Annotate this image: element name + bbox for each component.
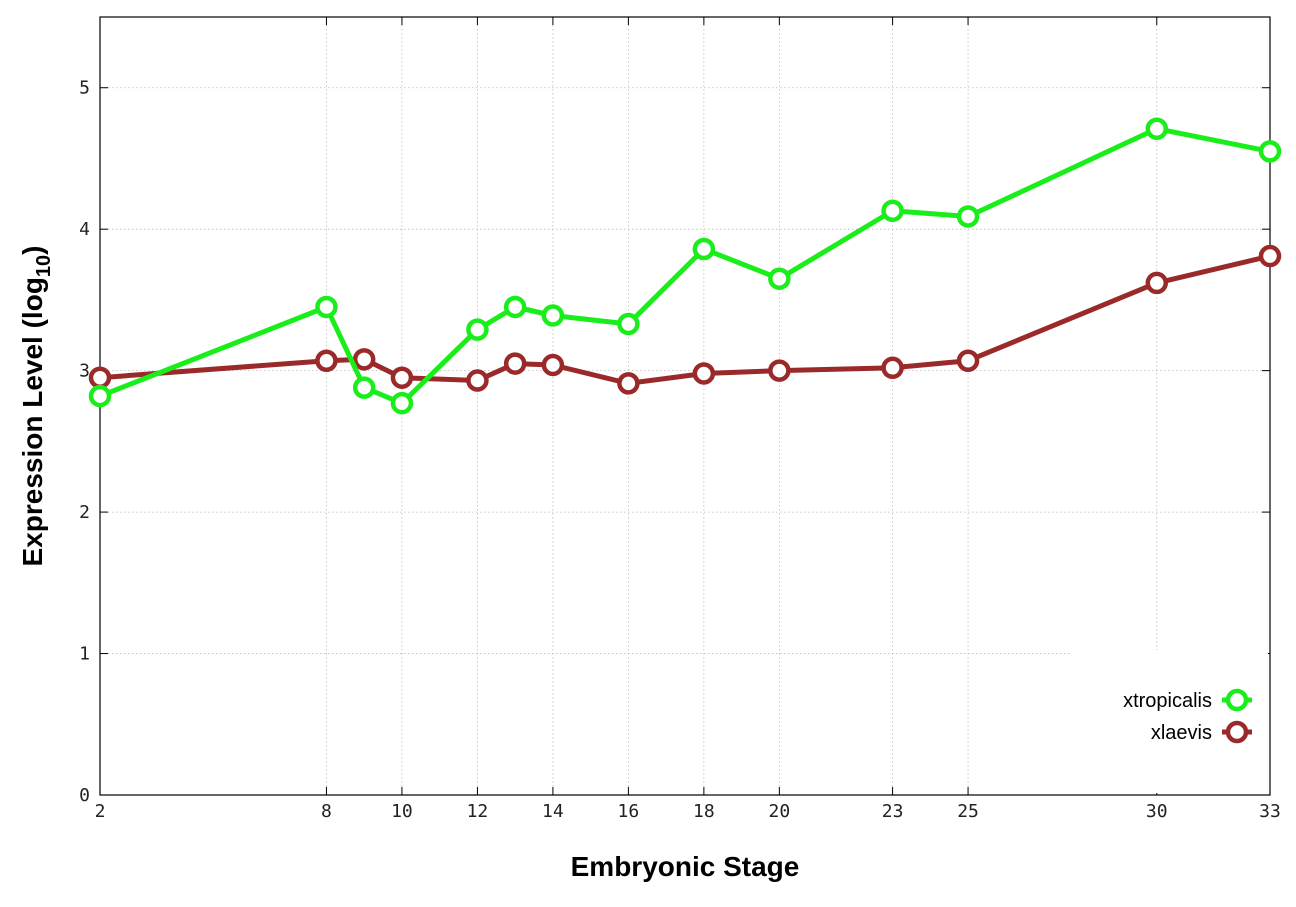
data-point-xlaevis — [1258, 244, 1282, 268]
y-axis-label-close: ) — [17, 246, 48, 255]
grid — [100, 17, 1270, 795]
y-tick-label: 1 — [79, 644, 90, 665]
y-tick-label: 0 — [79, 785, 90, 806]
data-point-xtropicalis — [768, 267, 791, 290]
y-axis-label-main: Expression Level (log — [17, 277, 48, 566]
data-point-xtropicalis — [352, 376, 376, 399]
series-xtropicalis — [88, 117, 1282, 415]
data-point-xlaevis — [315, 349, 338, 372]
data-point-xlaevis — [390, 366, 414, 389]
data-point-xlaevis — [352, 348, 376, 371]
x-tick-label: 33 — [1259, 801, 1281, 822]
x-axis-label: Embryonic Stage — [571, 851, 800, 882]
data-point-xtropicalis — [692, 237, 716, 261]
y-tick-label: 4 — [79, 219, 90, 240]
x-tick-label: 10 — [391, 801, 413, 822]
x-tick-label: 20 — [769, 801, 791, 822]
data-point-xlaevis — [466, 369, 489, 392]
data-point-xtropicalis — [88, 384, 112, 408]
data-point-xlaevis — [956, 349, 980, 372]
data-point-xtropicalis — [541, 304, 565, 327]
data-point-xlaevis — [503, 352, 527, 375]
y-tick-label: 3 — [79, 361, 90, 382]
data-point-xlaevis — [617, 372, 640, 395]
data-point-xtropicalis — [315, 295, 338, 319]
data-point-xlaevis — [541, 353, 565, 377]
x-tick-label: 25 — [957, 801, 979, 822]
data-point-xlaevis — [88, 366, 112, 389]
data-point-xtropicalis — [617, 312, 640, 336]
data-point-xtropicalis — [1258, 140, 1282, 163]
series — [88, 117, 1282, 415]
y-tick-label: 5 — [79, 78, 90, 99]
x-tick-label: 14 — [542, 801, 564, 822]
series-xlaevis — [88, 244, 1282, 395]
x-tick-label: 16 — [618, 801, 640, 822]
data-point-xtropicalis — [1145, 117, 1169, 140]
x-tick-label: 30 — [1146, 801, 1168, 822]
x-tick-label: 12 — [467, 801, 489, 822]
data-point-xtropicalis — [503, 295, 527, 319]
legend-swatch-marker — [1225, 720, 1249, 744]
y-tick-label: 2 — [79, 502, 90, 523]
legend-label-xlaevis: xlaevis — [1151, 722, 1212, 744]
x-tick-label: 8 — [321, 801, 332, 822]
data-point-xlaevis — [881, 356, 904, 380]
data-point-xtropicalis — [881, 199, 904, 223]
data-point-xlaevis — [692, 362, 716, 385]
x-tick-label: 2 — [95, 801, 106, 822]
legend: xtropicalis xlaevis — [1072, 650, 1268, 793]
data-point-xtropicalis — [956, 205, 980, 228]
data-point-xlaevis — [1145, 271, 1169, 295]
legend-label-xtropicalis: xtropicalis — [1123, 690, 1212, 712]
legend-swatch-marker — [1225, 688, 1249, 712]
y-axis-label-subscript: 10 — [33, 255, 55, 277]
data-point-xlaevis — [768, 359, 791, 382]
x-tick-label: 18 — [693, 801, 715, 822]
x-tick-label: 23 — [882, 801, 904, 822]
data-point-xtropicalis — [390, 391, 414, 415]
data-point-xtropicalis — [466, 318, 489, 341]
series-line-xlaevis — [99, 253, 1271, 386]
y-axis-label: Expression Level (log10) — [17, 246, 55, 567]
